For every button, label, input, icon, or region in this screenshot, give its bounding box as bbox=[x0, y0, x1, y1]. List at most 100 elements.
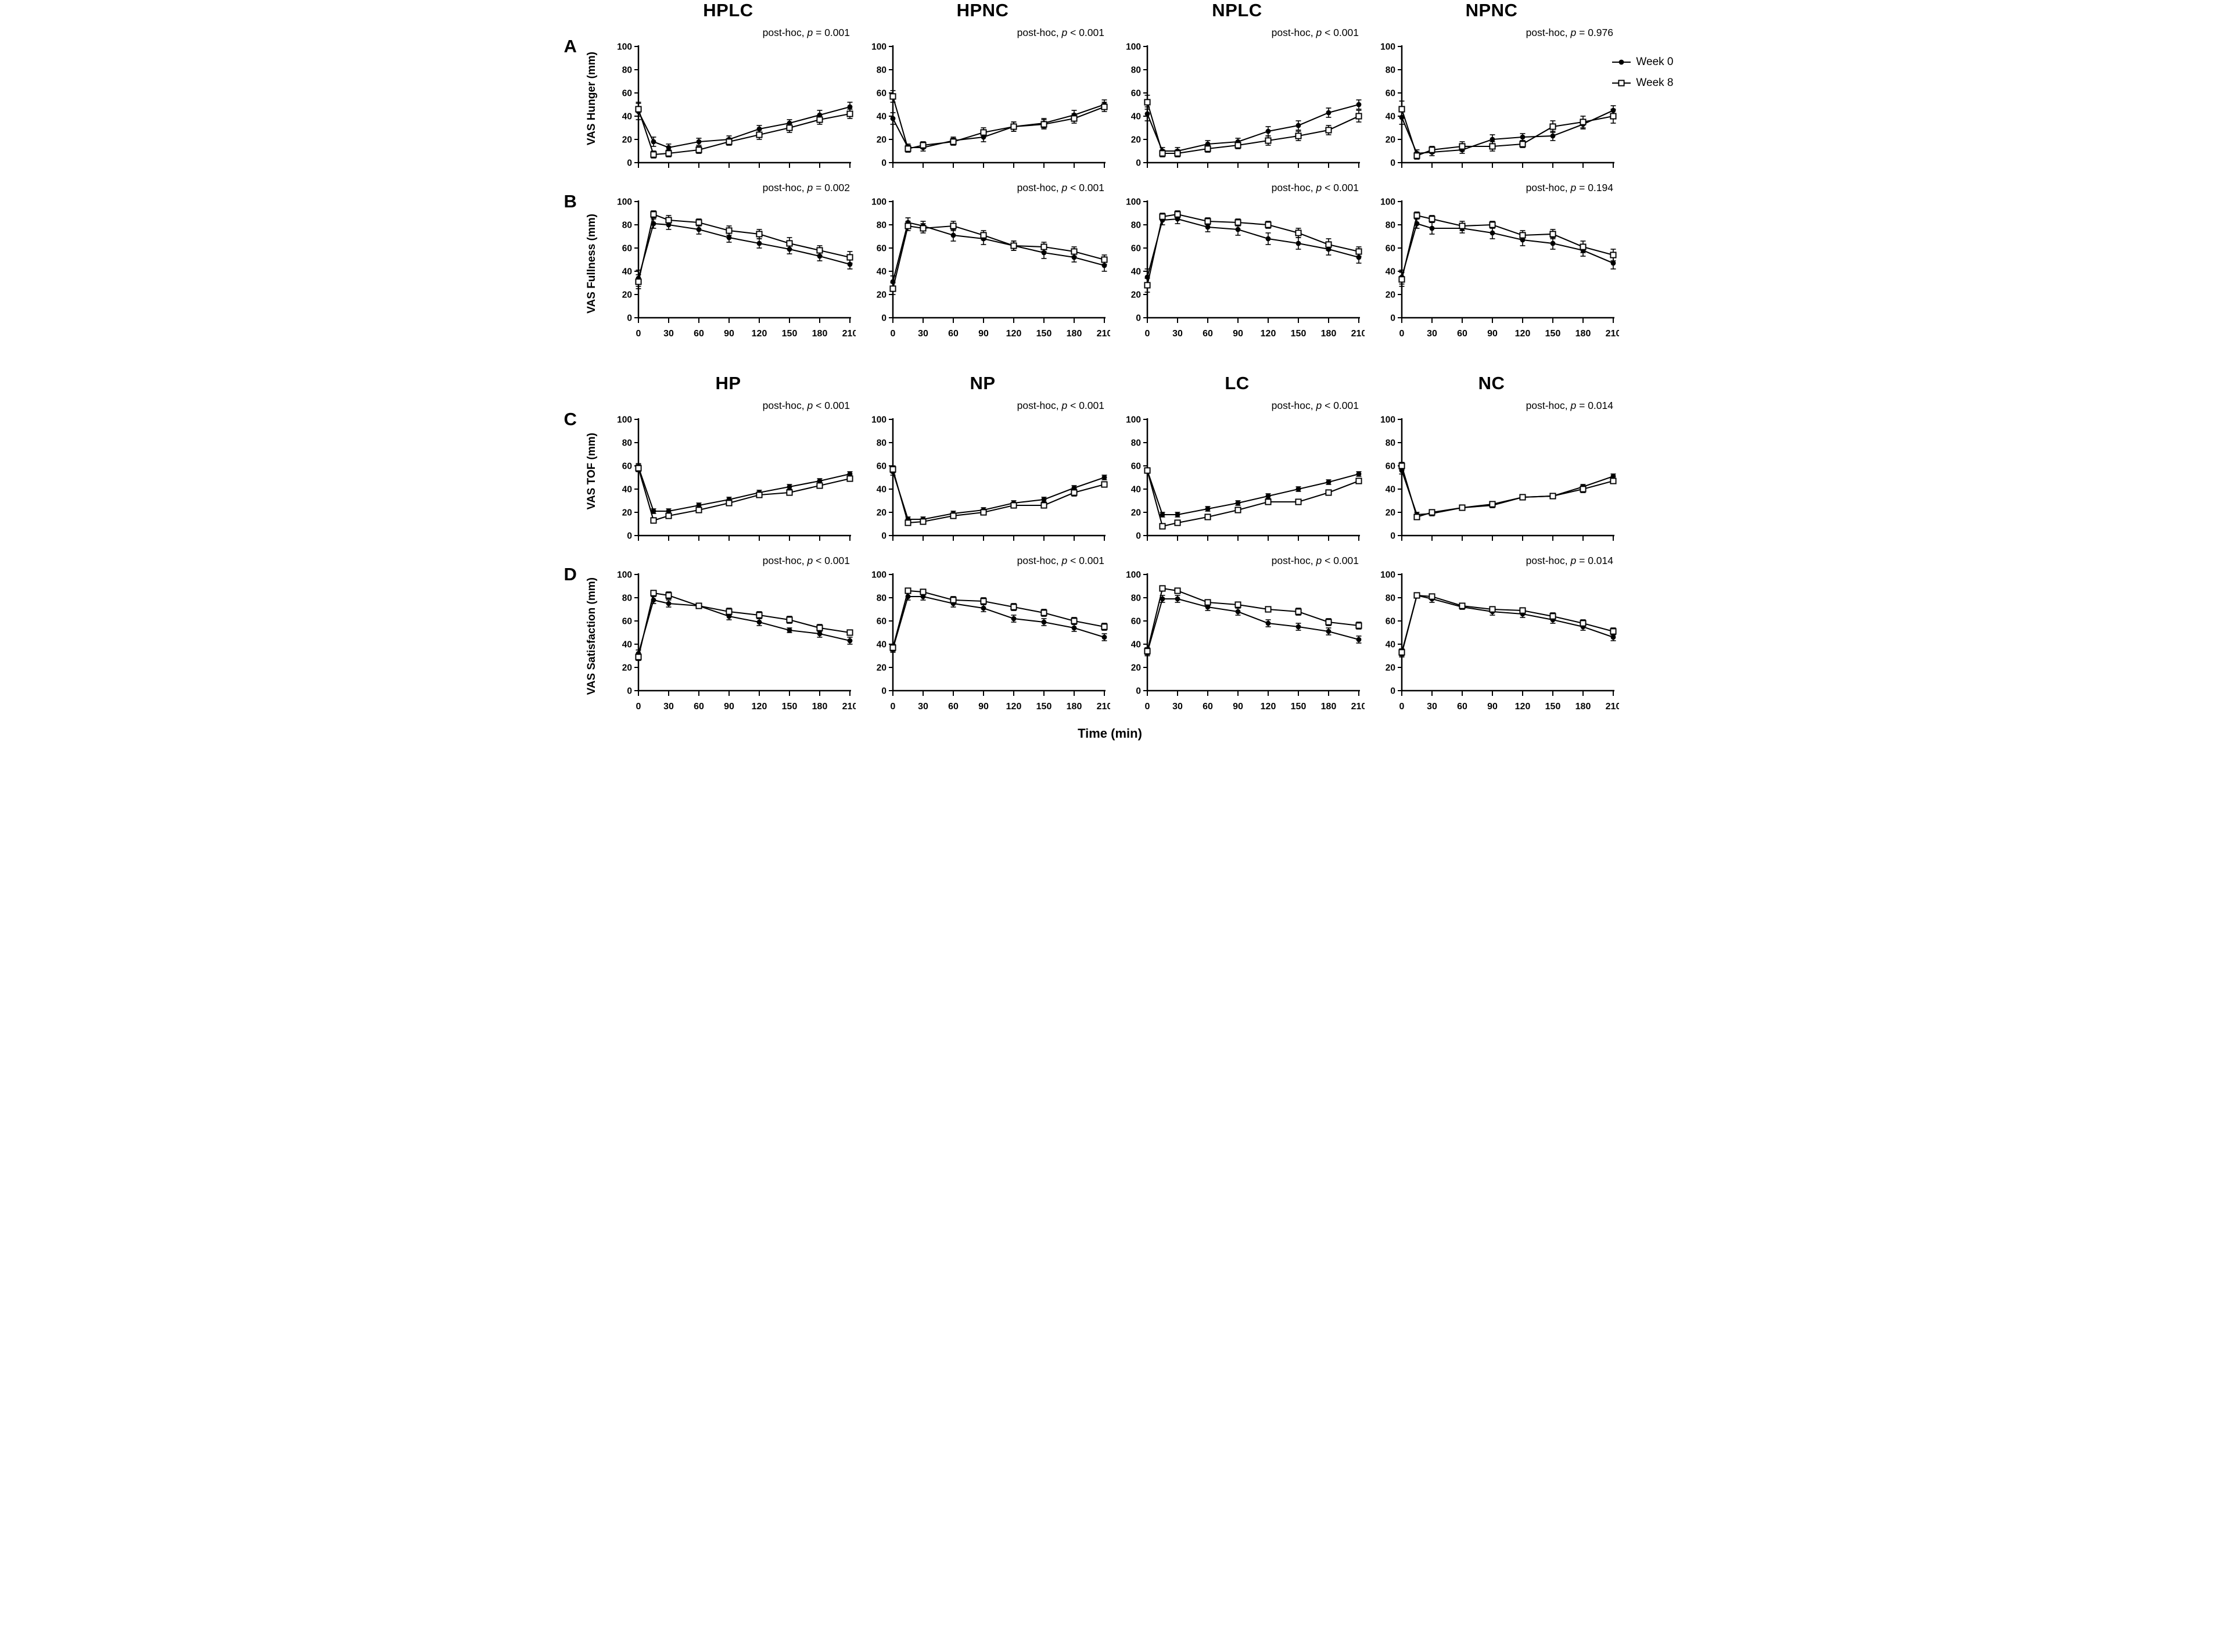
week8-marker-open-square-icon bbox=[1549, 493, 1556, 500]
week0-marker-filled-circle-icon bbox=[1265, 236, 1270, 242]
week8-marker-open-square-icon bbox=[1294, 132, 1302, 139]
x-tick-label: 150 bbox=[1036, 329, 1051, 339]
y-tick-label: 80 bbox=[876, 439, 886, 448]
panel-B4-chart: post-hoc, p = 0.194 0 20 40 60 80 100 0 30 60 90 12… bbox=[1380, 182, 1621, 339]
x-tick-label: 30 bbox=[663, 702, 674, 712]
week8-marker-open-square-icon bbox=[665, 150, 672, 157]
panel-A1-chart: post-hoc, p = 0.001 0 20 40 60 80 100 bbox=[617, 27, 853, 168]
y-tick-label: 60 bbox=[1385, 617, 1395, 627]
week0-marker-filled-circle-icon bbox=[756, 619, 762, 625]
x-tick-label: 210 bbox=[1605, 329, 1618, 339]
y-axis-title-wrap: VAS Fullness (mm) bbox=[583, 176, 601, 351]
posthoc-annotation: post-hoc, p = 0.014 bbox=[1526, 400, 1613, 411]
x-tick-label: 180 bbox=[1066, 702, 1082, 712]
week0-marker-filled-circle-icon bbox=[1550, 133, 1555, 139]
y-axis-title-wrap: VAS Satisfaction (mm) bbox=[583, 549, 601, 724]
y-tick-label: 100 bbox=[1126, 570, 1141, 580]
week8-marker-open-square-icon bbox=[725, 500, 733, 507]
legend-item-week-8: Week 8 bbox=[1612, 77, 1674, 89]
x-tick-label: 150 bbox=[1545, 329, 1560, 339]
y-tick-label: 40 bbox=[1385, 112, 1395, 122]
week0-line bbox=[637, 466, 850, 512]
week0-marker-filled-circle-icon bbox=[1235, 227, 1240, 232]
x-tick-label: 30 bbox=[1427, 329, 1437, 339]
filled-circle-icon bbox=[1612, 59, 1631, 65]
week8-marker-open-square-icon bbox=[846, 254, 853, 261]
week8-marker-open-square-icon bbox=[1413, 513, 1420, 520]
week0-marker-filled-circle-icon bbox=[1205, 604, 1210, 610]
week0-marker-filled-circle-icon bbox=[1610, 260, 1616, 266]
week8-line bbox=[1146, 470, 1359, 527]
week8-marker-open-square-icon bbox=[1040, 502, 1047, 509]
posthoc-annotation: post-hoc, p < 0.001 bbox=[1017, 182, 1104, 193]
posthoc-annotation: post-hoc, p < 0.001 bbox=[1271, 555, 1358, 566]
x-tick-label: 0 bbox=[890, 329, 895, 339]
week0-marker-filled-circle-icon bbox=[696, 227, 701, 232]
x-tick-label: 210 bbox=[1351, 702, 1364, 712]
week0-marker-filled-circle-icon bbox=[1490, 137, 1495, 142]
week8-marker-open-square-icon bbox=[1609, 113, 1617, 120]
week8-marker-open-square-icon bbox=[1579, 243, 1587, 250]
week8-marker-open-square-icon bbox=[755, 612, 763, 619]
y-tick-label: 0 bbox=[1390, 531, 1395, 541]
week0-marker-filled-circle-icon bbox=[1265, 493, 1270, 499]
week0-marker-filled-circle-icon bbox=[890, 116, 895, 121]
week0-marker-filled-circle-icon bbox=[1205, 224, 1210, 230]
week8-marker-open-square-icon bbox=[695, 146, 702, 153]
week8-marker-open-square-icon bbox=[846, 629, 853, 636]
posthoc-annotation: post-hoc, p = 0.014 bbox=[1526, 555, 1613, 566]
week8-marker-open-square-icon bbox=[1264, 221, 1272, 228]
y-tick-label: 20 bbox=[1385, 290, 1395, 300]
x-tick-label: 210 bbox=[842, 702, 855, 712]
week8-marker-open-square-icon bbox=[1234, 142, 1241, 149]
week0-marker-filled-circle-icon bbox=[1550, 240, 1555, 246]
y-tick-label: 100 bbox=[617, 415, 632, 425]
y-tick-label: 0 bbox=[627, 314, 632, 324]
week8-marker-open-square-icon bbox=[1173, 587, 1181, 594]
week0-marker-filled-circle-icon bbox=[787, 627, 792, 633]
week0-marker-filled-circle-icon bbox=[1610, 473, 1616, 479]
panel-D2-chart: post-hoc, p < 0.001 0 20 40 60 80 100 0 30 60 90 12… bbox=[871, 555, 1112, 712]
week0-marker-filled-circle-icon bbox=[920, 594, 925, 599]
week8-marker-open-square-icon bbox=[1519, 232, 1526, 239]
panel-C1-chart: post-hoc, p < 0.001 0 20 40 60 80 100 bbox=[617, 400, 853, 541]
week8-marker-open-square-icon bbox=[1070, 489, 1078, 496]
week8-marker-open-square-icon bbox=[889, 466, 896, 473]
week8-marker-open-square-icon bbox=[919, 588, 927, 595]
week0-marker-filled-circle-icon bbox=[787, 484, 792, 490]
y-tick-label: 60 bbox=[1130, 462, 1140, 472]
posthoc-annotation: post-hoc, p < 0.001 bbox=[1017, 400, 1104, 411]
week0-marker-filled-circle-icon bbox=[847, 471, 852, 477]
week0-marker-filled-circle-icon bbox=[1101, 634, 1107, 640]
week8-marker-open-square-icon bbox=[1158, 585, 1166, 592]
y-tick-label: 20 bbox=[1130, 290, 1140, 300]
week8-line bbox=[892, 96, 1104, 150]
week8-marker-open-square-icon bbox=[904, 145, 911, 152]
y-tick-label: 0 bbox=[627, 687, 632, 696]
week8-marker-open-square-icon bbox=[1609, 477, 1617, 484]
week8-marker-open-square-icon bbox=[725, 227, 733, 234]
week8-marker-open-square-icon bbox=[1234, 219, 1241, 226]
week8-marker-open-square-icon bbox=[816, 247, 823, 254]
week0-marker-filled-circle-icon bbox=[1610, 634, 1616, 640]
x-tick-label: 180 bbox=[1575, 702, 1591, 712]
week8-marker-open-square-icon bbox=[816, 482, 823, 489]
panel-C2-chart: post-hoc, p < 0.001 0 20 40 60 80 100 bbox=[871, 400, 1108, 541]
week0-marker-filled-circle-icon bbox=[1356, 637, 1361, 642]
week8-marker-open-square-icon bbox=[1549, 123, 1556, 130]
week8-marker-open-square-icon bbox=[1264, 606, 1272, 613]
y-tick-label: 100 bbox=[617, 570, 632, 580]
week0-marker-filled-circle-icon bbox=[1295, 624, 1301, 630]
y-tick-label: 0 bbox=[881, 687, 886, 696]
week0-marker-filled-circle-icon bbox=[817, 631, 822, 637]
week0-marker-filled-circle-icon bbox=[847, 104, 852, 110]
y-tick-label: 100 bbox=[617, 197, 632, 207]
week8-marker-open-square-icon bbox=[949, 222, 957, 229]
x-tick-label: 0 bbox=[1144, 702, 1150, 712]
panel-D4-chart: post-hoc, p = 0.014 0 20 40 60 80 100 0 30 60 90 12… bbox=[1380, 555, 1621, 712]
panel-cell: post-hoc, p < 0.001 0 20 40 60 80 100 bbox=[601, 394, 856, 549]
legend-item-week-0: Week 0 bbox=[1612, 56, 1674, 69]
y-tick-label: 80 bbox=[876, 221, 886, 231]
week8-marker-open-square-icon bbox=[1579, 486, 1587, 493]
x-tick-label: 90 bbox=[724, 702, 734, 712]
